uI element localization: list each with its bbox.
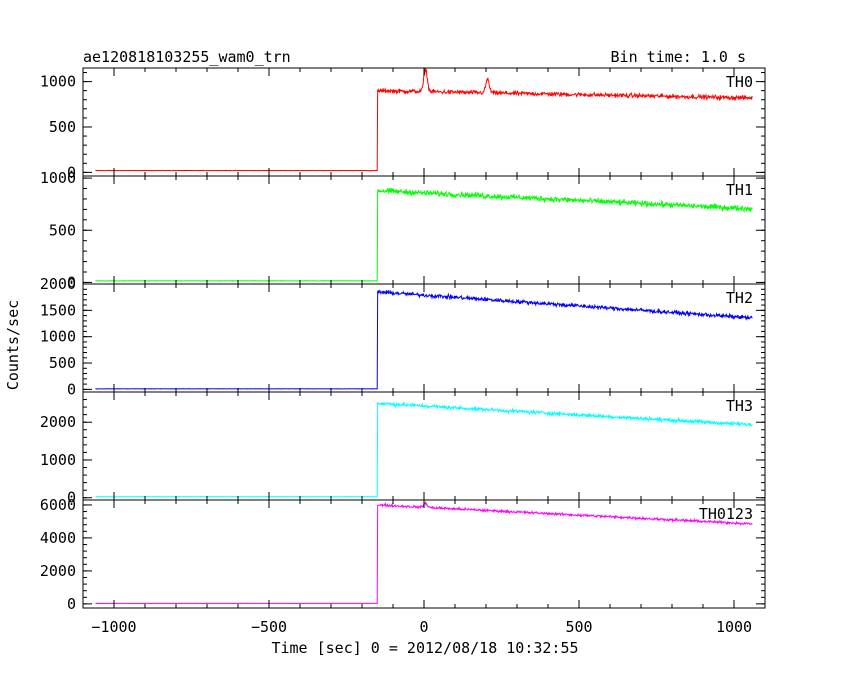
panel-frame	[82, 67, 766, 177]
y-tick-label: 2000	[40, 562, 76, 580]
x-axis-label: Time [sec] 0 = 2012/08/18 10:32:55	[271, 639, 578, 657]
x-tick-label: 1000	[716, 618, 752, 636]
chart-title: ae120818103255_wam0_trn	[83, 48, 291, 66]
series-th3	[95, 401, 753, 498]
panel-frame	[82, 283, 766, 393]
panel-label: TH2	[726, 289, 753, 307]
x-tick-label: −500	[251, 618, 287, 636]
y-tick-label: 2000	[40, 275, 76, 293]
y-tick-label: 1000	[40, 451, 76, 469]
panel-th2: 0 500 1000 1500 2000 TH2	[40, 275, 766, 398]
x-tick-label: 0	[419, 618, 428, 636]
y-tick-label: 500	[49, 221, 76, 239]
y-tick-label: 4000	[40, 529, 76, 547]
y-tick-label: 0	[67, 489, 76, 507]
y-tick-label: 1000	[40, 328, 76, 346]
panel-th0123: 0 2000 4000 6000 TH0123	[40, 496, 766, 613]
x-tick-label: −1000	[91, 618, 136, 636]
y-tick-label: 6000	[40, 496, 76, 514]
panel-label: TH1	[726, 181, 753, 199]
y-tick-label: 0	[67, 380, 76, 398]
panel-frame	[82, 499, 766, 609]
panel-th1: 0 500 1000 TH1	[40, 169, 766, 291]
y-tick-label: 0	[67, 273, 76, 291]
panels-group: 0 500 1000 TH0 0 500 1000 TH1 0 500 1000 1500 2000 TH…	[40, 67, 766, 636]
panel-label: TH0	[726, 73, 753, 91]
y-tick-label: 1000	[40, 169, 76, 187]
panel-label: TH3	[726, 397, 753, 415]
panel-th0: 0 500 1000 TH0	[40, 67, 766, 181]
series-th0123	[95, 500, 753, 605]
y-axis-label: Counts/sec	[4, 300, 22, 390]
series-th0	[95, 67, 753, 172]
y-tick-label: 1500	[40, 301, 76, 319]
bin-time-label: Bin time: 1.0 s	[611, 48, 746, 66]
series-th2	[95, 289, 753, 390]
y-tick-label: 500	[49, 118, 76, 136]
panel-label: TH0123	[699, 505, 753, 523]
y-tick-label: 0	[67, 163, 76, 181]
series-th1	[95, 187, 753, 282]
y-tick-label: 0	[67, 595, 76, 613]
y-tick-label: 2000	[40, 413, 76, 431]
y-tick-label: 500	[49, 354, 76, 372]
panel-th3: 0 1000 2000 TH3	[40, 391, 766, 507]
panel-frame	[82, 391, 766, 501]
x-tick-label: 500	[565, 618, 592, 636]
y-tick-label: 1000	[40, 73, 76, 91]
